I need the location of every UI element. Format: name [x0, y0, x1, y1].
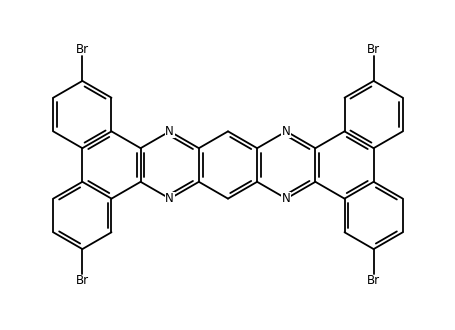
Text: Br: Br — [76, 274, 89, 287]
Text: Br: Br — [76, 43, 89, 56]
Text: N: N — [281, 125, 290, 138]
Text: Br: Br — [366, 274, 379, 287]
Text: N: N — [165, 192, 174, 205]
Text: Br: Br — [366, 43, 379, 56]
Text: N: N — [165, 125, 174, 138]
Text: N: N — [281, 192, 290, 205]
